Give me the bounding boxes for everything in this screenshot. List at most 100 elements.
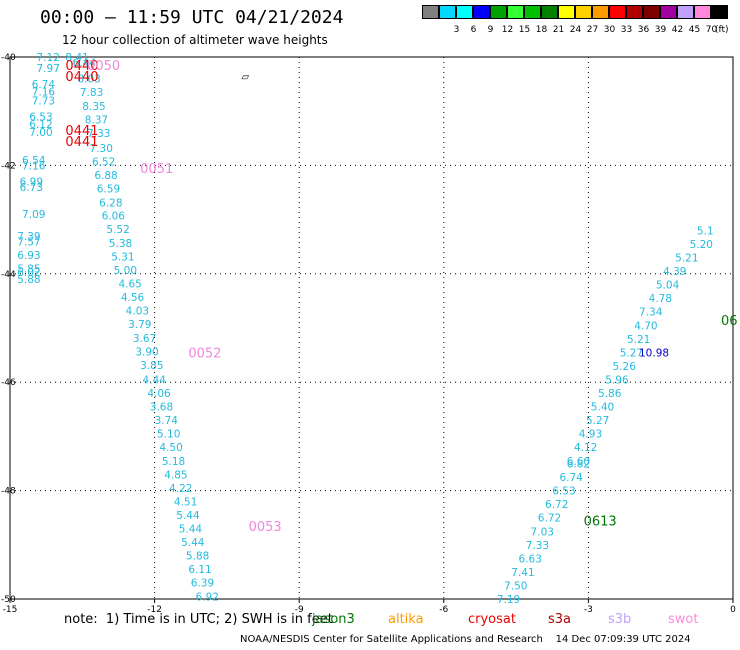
- wave-height-point: 4.44: [143, 374, 167, 386]
- wave-height-point: 5.96: [605, 374, 629, 386]
- wave-height-point: 3.67: [133, 333, 156, 345]
- wave-height-point: 7.00: [29, 127, 52, 139]
- wave-height-point: 7.16: [32, 87, 56, 99]
- pass-time-label: 0050: [87, 59, 120, 74]
- legend-swatch: [609, 5, 626, 19]
- legend-label: 18: [535, 25, 548, 35]
- x-tick-label: -3: [584, 605, 593, 615]
- wave-height-point: 6.99: [20, 177, 43, 189]
- wave-height-point: 4.50: [159, 442, 182, 454]
- wave-height-point: 5.20: [690, 239, 713, 251]
- pass-time-label: 0441: [65, 135, 98, 150]
- legend-label: 70: [705, 25, 718, 35]
- wave-height-point: 4.39: [663, 266, 686, 278]
- footer-credit: NOAA/NESDIS Center for Satellite Applica…: [240, 634, 691, 645]
- wave-height-point: 4.56: [121, 292, 145, 304]
- legend-label: 42: [671, 25, 684, 35]
- wave-height-point: 7.30: [90, 143, 113, 155]
- wave-height-point: 6.60: [567, 456, 590, 468]
- wave-height-point: 3.90: [135, 346, 158, 358]
- wave-height-point: 7.39: [17, 231, 40, 243]
- legend-label: 24: [569, 25, 582, 35]
- wave-height-point: 10.98: [639, 347, 669, 359]
- wave-height-point: 7.33: [87, 128, 110, 140]
- y-tick-label: -44: [1, 270, 16, 280]
- land-marker: ▱: [241, 72, 249, 83]
- legend-unit: (ft): [715, 25, 729, 35]
- satellite-s3b: s3b: [608, 612, 632, 627]
- x-tick-label: 0: [730, 605, 736, 615]
- timestamp-text: 14 Dec 07:09:39 UTC 2024: [555, 634, 691, 645]
- legend-swatch: [660, 5, 677, 19]
- wave-height-point: 6.39: [191, 578, 214, 590]
- wave-height-point: 8.37: [85, 114, 108, 126]
- wave-height-point: 6.74: [32, 79, 56, 91]
- wave-height-point: 6.53: [29, 112, 52, 124]
- wave-height-point: 5.88: [17, 274, 40, 286]
- wave-height-point: 3.74: [155, 415, 179, 427]
- wave-height-point: 6.02: [17, 267, 40, 279]
- wave-height-point: 5.86: [598, 388, 622, 400]
- wave-height-point: 5.27: [620, 347, 643, 359]
- wave-height-point: 5.31: [111, 251, 134, 263]
- wave-height-point: 3.85: [140, 360, 163, 372]
- wave-height-point: 6.72: [538, 513, 561, 525]
- wave-height-point: 4.12: [574, 442, 597, 454]
- wave-height-point: 6.88: [94, 170, 117, 182]
- wave-height-point: 7.97: [37, 63, 60, 75]
- pass-time-label: 0053: [249, 520, 282, 535]
- wave-height-point: 5.44: [181, 537, 205, 549]
- wave-height-point: 6.12: [29, 119, 52, 131]
- wave-height-point: 4.03: [126, 306, 149, 318]
- wave-height-point: 5.52: [106, 224, 129, 236]
- wave-height-point: 6.63: [519, 553, 542, 565]
- wave-height-point: 3.68: [150, 402, 173, 414]
- wave-height-point: 5.27: [586, 415, 609, 427]
- wave-height-point: 5.85: [17, 263, 40, 275]
- wave-height-point: 6.28: [99, 197, 122, 209]
- wave-height-point: 6.54: [22, 155, 46, 167]
- wave-height-point: 6.82: [567, 459, 590, 471]
- legend-label: 39: [654, 25, 667, 35]
- legend-swatch: [677, 5, 694, 19]
- legend-label: 6: [470, 25, 477, 35]
- pass-time-label: 0613: [584, 514, 617, 529]
- pass-time-label: 0440: [65, 59, 98, 74]
- wave-height-point: 6.44: [73, 57, 97, 69]
- wave-height-point: 7.16: [22, 160, 46, 172]
- wave-height-point: 5.38: [109, 238, 132, 250]
- wave-height-point: 8.35: [82, 101, 105, 113]
- y-tick-label: -46: [1, 378, 16, 388]
- wave-height-point: 7.50: [504, 580, 527, 592]
- wave-height-point: 5.1: [697, 225, 714, 237]
- y-tick-label: -40: [1, 53, 16, 63]
- credit-text: NOAA/NESDIS Center for Satellite Applica…: [240, 634, 543, 645]
- page-subtitle: 12 hour collection of altimeter wave hei…: [62, 33, 328, 47]
- legend-label: 12: [501, 25, 514, 35]
- legend-swatch: [592, 5, 609, 19]
- wave-height-point: 6.11: [188, 564, 211, 576]
- wave-height-point: 4.51: [174, 496, 197, 508]
- pass-time-label: 0052: [188, 346, 221, 361]
- satellite-s3a: s3a: [548, 612, 572, 627]
- wave-height-point: 7.83: [80, 87, 103, 99]
- wave-height-point: 3.79: [128, 319, 151, 331]
- wave-height-point: 4.93: [579, 429, 602, 441]
- legend-swatch: [626, 5, 643, 19]
- wave-height-point: 5.88: [186, 551, 209, 563]
- satellite-jason3: jason3: [312, 612, 355, 627]
- footnote-note: note: 1) Time is in UTC; 2) SWH is in fe…: [64, 612, 333, 627]
- wave-height-point: 5.44: [176, 510, 200, 522]
- y-tick-label: -50: [1, 595, 16, 605]
- legend-label: 45: [688, 25, 701, 35]
- y-tick-label: -48: [1, 487, 16, 497]
- wave-height-point: 5.00: [114, 265, 137, 277]
- wave-height-point: 5.26: [613, 361, 637, 373]
- legend-swatch: [541, 5, 558, 19]
- x-tick-label: -12: [147, 605, 162, 615]
- legend-label: 27: [586, 25, 599, 35]
- x-tick-label: -6: [439, 605, 448, 615]
- legend-swatch: [422, 5, 439, 19]
